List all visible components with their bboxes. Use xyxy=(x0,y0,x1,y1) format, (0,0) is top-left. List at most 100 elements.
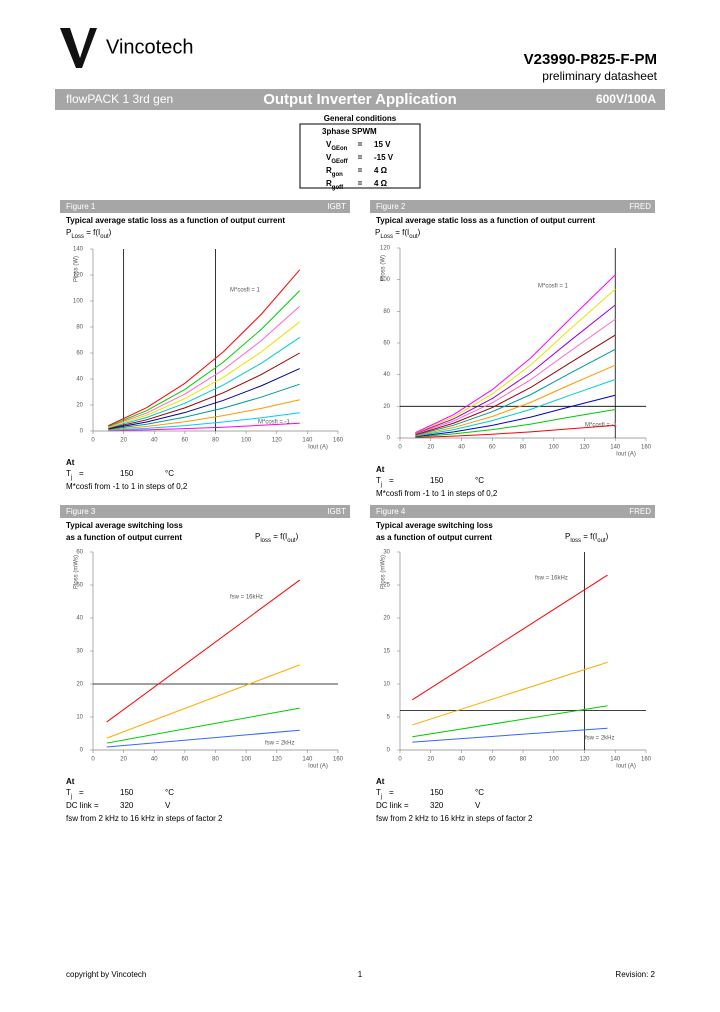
series-line xyxy=(415,364,616,437)
x-tick-label: 140 xyxy=(610,757,621,763)
x-tick-label: 0 xyxy=(91,757,95,763)
y-tick-label: 50 xyxy=(76,583,83,589)
formula: PLoss = f(Iout) xyxy=(375,228,421,239)
annotation: fsw = 2kHz xyxy=(265,741,295,747)
annotation: M*cosfi = -1 xyxy=(585,423,618,429)
condition-symbol: VGEon xyxy=(326,140,348,151)
x-tick-label: 60 xyxy=(489,757,496,763)
subscript: out xyxy=(287,538,296,544)
conditions-mode: 3phase SPWM xyxy=(322,127,377,136)
figure-title: as a function of output current xyxy=(66,533,182,542)
x-tick-label: 160 xyxy=(641,445,652,451)
y-tick-label: 0 xyxy=(80,748,84,754)
temp-unit: °C xyxy=(165,788,174,797)
x-tick-label: 80 xyxy=(520,445,527,451)
x-tick-label: 60 xyxy=(489,445,496,451)
footer-center: 1 xyxy=(358,970,363,979)
subscript: j xyxy=(380,482,382,488)
formula: PLoss = f(Iout) xyxy=(66,228,112,239)
y-tick-label: 20 xyxy=(383,404,390,410)
x-tick-label: 80 xyxy=(212,757,219,763)
x-axis-label: Iout (A) xyxy=(308,764,328,770)
x-tick-label: 80 xyxy=(520,757,527,763)
x-axis-label: Iout (A) xyxy=(616,764,636,770)
series-line xyxy=(108,399,300,431)
series-line xyxy=(108,412,300,431)
x-tick-label: 60 xyxy=(182,757,189,763)
text-part: ) xyxy=(606,532,609,541)
x-tick-label: 140 xyxy=(302,438,313,444)
figure-label: Figure 4 xyxy=(376,507,406,516)
y-tick-label: 15 xyxy=(383,649,390,655)
figure-title: Typical average switching loss xyxy=(376,521,493,530)
x-tick-label: 0 xyxy=(398,757,402,763)
subscript: loss xyxy=(570,538,581,544)
text-part: = f(I xyxy=(393,228,409,237)
subscript: GEon xyxy=(331,146,347,152)
x-tick-label: 120 xyxy=(272,438,283,444)
conditions-at: At xyxy=(66,458,75,467)
y-tick-label: 80 xyxy=(383,309,390,315)
subscript: j xyxy=(70,794,72,800)
logo xyxy=(60,28,97,68)
condition-note: M*cosfi from -1 to 1 in steps of 0,2 xyxy=(376,489,498,498)
y-tick-label: 10 xyxy=(383,682,390,688)
bar-left: flowPACK 1 3rd gen xyxy=(66,92,173,106)
x-tick-label: 20 xyxy=(120,438,127,444)
temp-unit: °C xyxy=(475,788,484,797)
temp-symbol: Tj xyxy=(376,788,382,799)
temp-symbol: Tj xyxy=(66,788,72,799)
series-line xyxy=(106,579,301,723)
formula: Ploss = f(Iout) xyxy=(255,532,299,543)
series-line xyxy=(108,269,301,427)
series-line xyxy=(108,290,301,427)
y-axis-label: Ploss (W) xyxy=(381,255,387,281)
annotation: M*cosfi = 1 xyxy=(230,288,261,294)
figure-device: FRED xyxy=(629,507,651,516)
x-tick-label: 20 xyxy=(427,757,434,763)
figure-device: IGBT xyxy=(327,202,346,211)
annotation: fsw = 16kHz xyxy=(535,576,568,582)
formula: Ploss = f(Iout) xyxy=(565,532,609,543)
subscript: GEoff xyxy=(331,159,348,165)
subscript: Loss xyxy=(71,234,84,240)
annotation: fsw = 2kHz xyxy=(585,736,615,742)
series-line xyxy=(108,352,300,429)
text-part: ) xyxy=(109,228,112,237)
text-part: V xyxy=(326,153,332,162)
annotation: fsw = 16kHz xyxy=(230,595,263,601)
figure-device: FRED xyxy=(629,202,651,211)
x-tick-label: 20 xyxy=(120,757,127,763)
y-tick-label: 20 xyxy=(383,616,390,622)
series-line xyxy=(415,409,616,438)
text-part: ) xyxy=(418,228,421,237)
x-tick-label: 100 xyxy=(241,438,252,444)
x-tick-label: 40 xyxy=(151,757,158,763)
text-part: T xyxy=(66,469,71,478)
annotation: M*cosfi = 1 xyxy=(538,284,569,290)
bar-center: Output Inverter Application xyxy=(263,91,457,108)
condition-value: 4 Ω xyxy=(374,166,388,175)
series-line xyxy=(412,574,608,701)
series-line xyxy=(415,334,616,436)
temp-value: 150 xyxy=(120,788,134,797)
part-number: V23990-P825-F-PM xyxy=(524,51,657,68)
figure-label: Figure 2 xyxy=(376,202,406,211)
conditions-at: At xyxy=(376,777,385,786)
subtitle: preliminary datasheet xyxy=(542,69,657,83)
text-part: T xyxy=(376,788,381,797)
condition-eq: = xyxy=(358,140,363,149)
series-line xyxy=(415,424,616,439)
y-tick-label: 30 xyxy=(76,649,83,655)
text-part: = f(I xyxy=(84,228,100,237)
x-tick-label: 120 xyxy=(579,445,590,451)
text-part: P xyxy=(255,532,260,541)
series-line xyxy=(108,422,300,432)
subscript: j xyxy=(380,794,382,800)
series-line xyxy=(415,288,616,434)
x-tick-label: 60 xyxy=(182,438,189,444)
conditions-title: General conditions xyxy=(324,114,397,123)
temp-unit: °C xyxy=(475,476,484,485)
subscript: out xyxy=(100,234,109,240)
